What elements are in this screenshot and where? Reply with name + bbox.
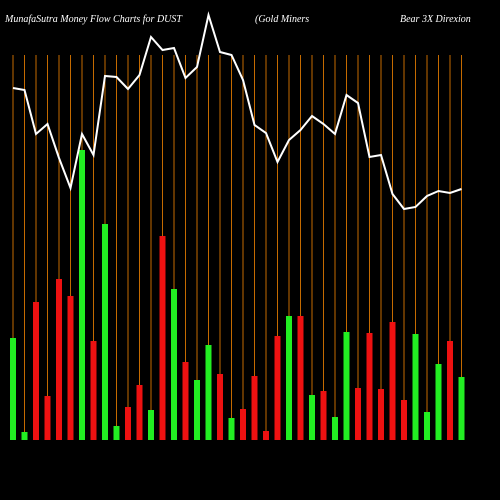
chart-subtitle: (Gold Miners: [255, 14, 309, 25]
bar: [79, 150, 85, 440]
bar: [240, 409, 246, 440]
bar: [125, 407, 131, 440]
bar: [228, 418, 235, 440]
bar: [297, 316, 304, 440]
bar: [366, 333, 373, 440]
bar: [332, 417, 338, 440]
bar: [355, 388, 361, 440]
bar: [217, 374, 223, 440]
bar: [194, 380, 200, 440]
bar: [205, 345, 212, 440]
bar: [90, 341, 97, 440]
bar: [182, 362, 189, 440]
bar: [113, 426, 120, 440]
bar: [274, 336, 281, 440]
bar: [378, 389, 384, 440]
bar: [251, 376, 258, 440]
bar: [10, 338, 16, 440]
bar: [33, 302, 39, 440]
bar: [343, 332, 350, 440]
bar: [21, 432, 28, 440]
bar: [136, 385, 143, 440]
chart-subtitle: Bear 3X Direxion: [400, 14, 471, 25]
bar: [148, 410, 154, 440]
bar: [102, 224, 108, 440]
price-line: [12, 11, 462, 211]
bar: [309, 395, 315, 440]
chart-title: MunafaSutra Money Flow Charts for DUST: [4, 14, 183, 25]
bar: [171, 289, 177, 440]
bar: [389, 322, 396, 440]
bar: [424, 412, 430, 440]
bar: [263, 431, 269, 440]
bar: [401, 400, 407, 440]
bar: [159, 236, 166, 440]
bar: [44, 396, 51, 440]
bar: [320, 391, 327, 440]
bar: [458, 377, 465, 440]
bar: [56, 279, 62, 440]
bar: [447, 341, 453, 440]
bar: [67, 296, 74, 440]
bar: [412, 334, 419, 440]
bar: [435, 364, 442, 440]
bar: [286, 316, 292, 440]
